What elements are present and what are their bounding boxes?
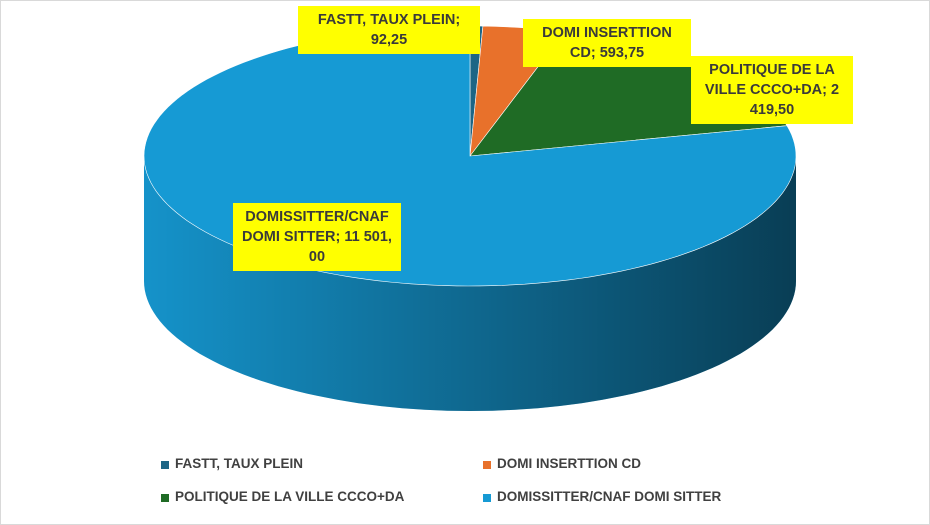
data-label: FASTT, TAUX PLEIN 92,25 (298, 6, 480, 54)
data-label: POLITIQUE DE LA VILLE CCCO+DA2 419,50 (691, 56, 853, 124)
legend-label: DOMISSITTER/CNAF DOMI SITTER (497, 489, 722, 504)
label-value: 593,75 (599, 45, 645, 61)
legend-swatch (483, 494, 491, 502)
label-name: POLITIQUE DE LA VILLE CCCO+DA (705, 62, 835, 98)
label-name: FASTT, TAUX PLEIN (318, 12, 460, 28)
legend-label: POLITIQUE DE LA VILLE CCCO+DA (175, 489, 405, 504)
legend-swatch (161, 494, 169, 502)
label-value: 11 501,00 (308, 229, 392, 265)
legend-label: FASTT, TAUX PLEIN (175, 456, 304, 471)
data-label: DOMISSITTER/CNAF DOMI SITTER11 501,00 (233, 203, 401, 271)
legend-swatch (483, 461, 491, 469)
label-value: 92,25 (370, 32, 408, 48)
data-label: DOMI INSERTTION CD593,75 (523, 19, 691, 67)
slice-side-shade (144, 156, 796, 411)
legend-swatch (161, 461, 169, 469)
legend-label: DOMI INSERTTION CD (497, 456, 641, 471)
label-value: 2 419,50 (749, 82, 840, 118)
